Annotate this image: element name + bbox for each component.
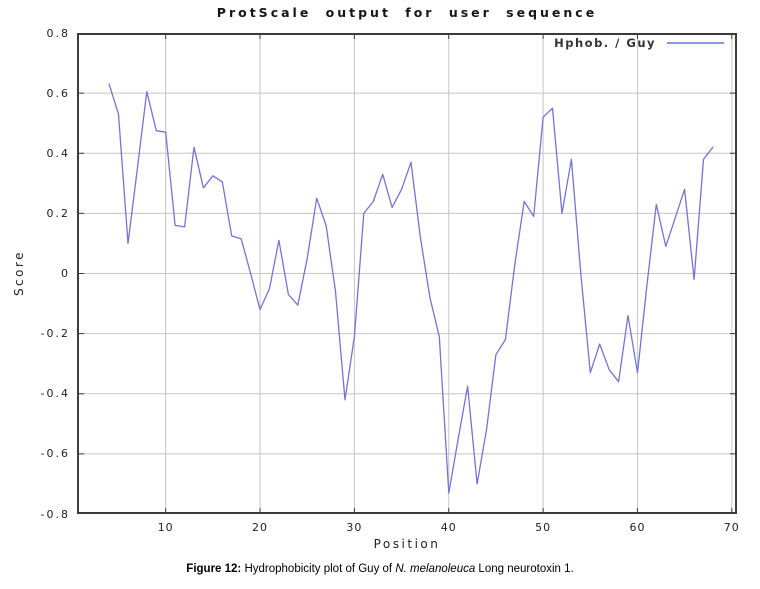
figure-caption-body: Hydrophobicity plot of Guy of bbox=[241, 563, 396, 575]
chart-canvas bbox=[77, 33, 737, 514]
legend-label: Hphob. / Guy bbox=[554, 36, 656, 50]
y-tick-label: 0.6 bbox=[46, 86, 70, 100]
x-tick-label: 30 bbox=[346, 521, 363, 534]
hydrophobicity-line bbox=[108, 83, 714, 494]
x-tick-label: 50 bbox=[535, 521, 552, 534]
x-tick-label: 60 bbox=[629, 521, 646, 534]
x-tick-label: 70 bbox=[723, 521, 740, 534]
chart-title: ProtScale output for user sequence bbox=[216, 5, 598, 20]
y-tick-label: 0 bbox=[61, 267, 70, 280]
figure-caption-suffix: Long neurotoxin 1. bbox=[475, 563, 574, 575]
figure-caption-species: N. melanoleuca bbox=[395, 563, 476, 575]
x-tick-label: 20 bbox=[252, 521, 269, 534]
y-tick-label: 0.2 bbox=[46, 206, 70, 220]
y-tick-label: 0.4 bbox=[46, 146, 70, 160]
y-tick-label: -0.8 bbox=[40, 507, 70, 521]
y-tick-label: -0.6 bbox=[40, 447, 70, 461]
y-tick-label: 0.8 bbox=[46, 26, 70, 40]
plot-area bbox=[77, 33, 737, 514]
y-tick-label: -0.2 bbox=[40, 327, 70, 341]
legend: Hphob. / Guy bbox=[77, 36, 724, 50]
x-axis-title: Position bbox=[373, 537, 441, 551]
plot-frame bbox=[77, 33, 737, 514]
x-tick-label: 10 bbox=[157, 521, 174, 534]
legend-line-sample bbox=[667, 42, 724, 44]
y-tick-label: -0.4 bbox=[40, 387, 70, 401]
figure-caption: Figure 12: Hydrophobicity plot of Guy of… bbox=[0, 563, 760, 575]
figure-caption-prefix: Figure 12: bbox=[186, 563, 242, 575]
x-tick-label: 40 bbox=[440, 521, 457, 534]
